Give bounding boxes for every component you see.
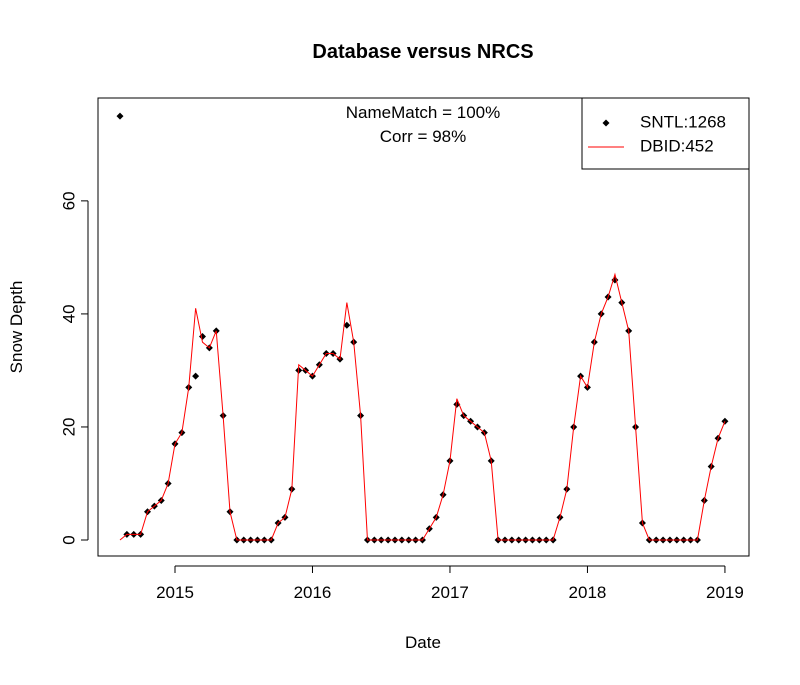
- y-tick-label: 20: [59, 417, 78, 436]
- legend-label: SNTL:1268: [640, 112, 726, 131]
- legend-box: [581, 97, 750, 170]
- legend-marker: [602, 119, 610, 127]
- y-tick-label: 40: [59, 304, 78, 323]
- chart-title: Database versus NRCS: [312, 41, 533, 63]
- data-point: [198, 333, 206, 341]
- x-axis-label: Date: [405, 633, 441, 652]
- x-tick-label: 2019: [706, 583, 744, 602]
- data-point: [192, 372, 200, 380]
- y-tick-label: 0: [59, 535, 78, 544]
- series-line: [119, 272, 726, 541]
- x-tick-label: 2017: [431, 583, 469, 602]
- y-axis-label: Snow Depth: [7, 281, 26, 374]
- annotation: Corr = 98%: [380, 127, 466, 146]
- annotation: NameMatch = 100%: [346, 103, 501, 122]
- x-tick-label: 2018: [569, 583, 607, 602]
- data-point: [721, 417, 729, 425]
- data-point: [343, 321, 351, 329]
- y-tick-label: 60: [59, 191, 78, 210]
- legend-label: DBID:452: [640, 136, 714, 155]
- x-tick-label: 2015: [156, 583, 194, 602]
- x-tick-label: 2016: [294, 583, 332, 602]
- plot-frame: [97, 97, 750, 557]
- data-point: [116, 112, 124, 120]
